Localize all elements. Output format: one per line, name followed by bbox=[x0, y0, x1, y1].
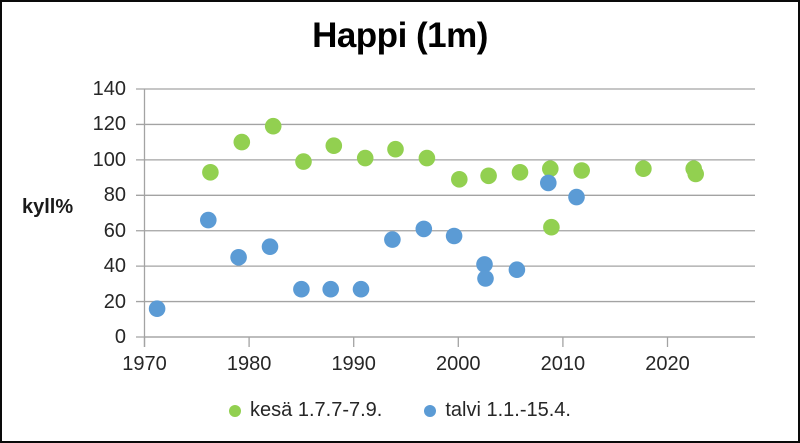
legend-label-kesa: kesä 1.7.7-7.9. bbox=[250, 399, 383, 421]
x-tick-label-1980: 1980 bbox=[226, 353, 272, 375]
data-point bbox=[352, 280, 370, 298]
data-point bbox=[387, 140, 404, 158]
y-tick-label-60: 60 bbox=[103, 219, 126, 242]
data-point bbox=[230, 249, 247, 266]
data-point bbox=[542, 160, 559, 177]
data-point bbox=[511, 164, 529, 181]
x-tick-label-2000: 2000 bbox=[436, 353, 481, 375]
series-points-0 bbox=[202, 117, 704, 236]
y-tick-label-100: 100 bbox=[92, 148, 126, 171]
kesa-series-swatch-icon bbox=[229, 404, 242, 417]
data-point bbox=[148, 300, 166, 318]
series-points-1 bbox=[148, 174, 585, 318]
data-point bbox=[445, 227, 463, 245]
data-point bbox=[264, 117, 282, 135]
data-point bbox=[200, 211, 217, 229]
data-point bbox=[573, 162, 590, 179]
data-point bbox=[451, 171, 468, 188]
y-tick-label-120: 120 bbox=[92, 113, 126, 136]
data-point bbox=[477, 270, 494, 287]
data-point bbox=[540, 174, 557, 192]
x-tick-label-1990: 1990 bbox=[331, 353, 376, 375]
y-tick-label-40: 40 bbox=[103, 255, 126, 278]
y-tick-label-0: 0 bbox=[114, 326, 126, 348]
data-point bbox=[384, 231, 401, 248]
y-tick-label-140: 140 bbox=[92, 78, 126, 100]
data-point bbox=[233, 133, 251, 151]
data-point bbox=[325, 137, 343, 154]
data-point bbox=[480, 167, 497, 185]
data-point bbox=[543, 218, 560, 236]
data-point bbox=[415, 220, 433, 238]
legend: kesä 1.7.7-7.9. talvi 1.1.-15.4. bbox=[2, 399, 798, 422]
y-tick-label-20: 20 bbox=[103, 290, 126, 313]
data-point bbox=[261, 238, 279, 255]
data-point bbox=[568, 188, 585, 206]
data-point bbox=[202, 164, 219, 181]
data-point bbox=[322, 280, 340, 298]
legend-item-kesa: kesä 1.7.7-7.9. bbox=[229, 399, 382, 422]
chart-title: Happi (1m) bbox=[312, 16, 488, 55]
legend-item-talvi: talvi 1.1.-15.4. bbox=[424, 399, 571, 422]
legend-label-talvi: talvi 1.1.-15.4. bbox=[445, 399, 571, 421]
x-tick-label-2020: 2020 bbox=[645, 353, 690, 375]
x-tick-label-1970: 1970 bbox=[122, 353, 167, 375]
y-axis-title: kyll% bbox=[22, 196, 74, 218]
data-point bbox=[687, 165, 704, 183]
talvi-series-swatch-icon bbox=[424, 404, 437, 417]
data-point bbox=[295, 153, 312, 170]
data-point bbox=[476, 256, 493, 273]
data-point bbox=[418, 149, 436, 167]
data-point bbox=[635, 160, 652, 177]
y-tick-label-80: 80 bbox=[103, 184, 126, 207]
data-point bbox=[293, 280, 310, 298]
data-point bbox=[356, 149, 374, 167]
data-point bbox=[508, 261, 526, 279]
x-tick-label-2010: 2010 bbox=[540, 353, 586, 375]
